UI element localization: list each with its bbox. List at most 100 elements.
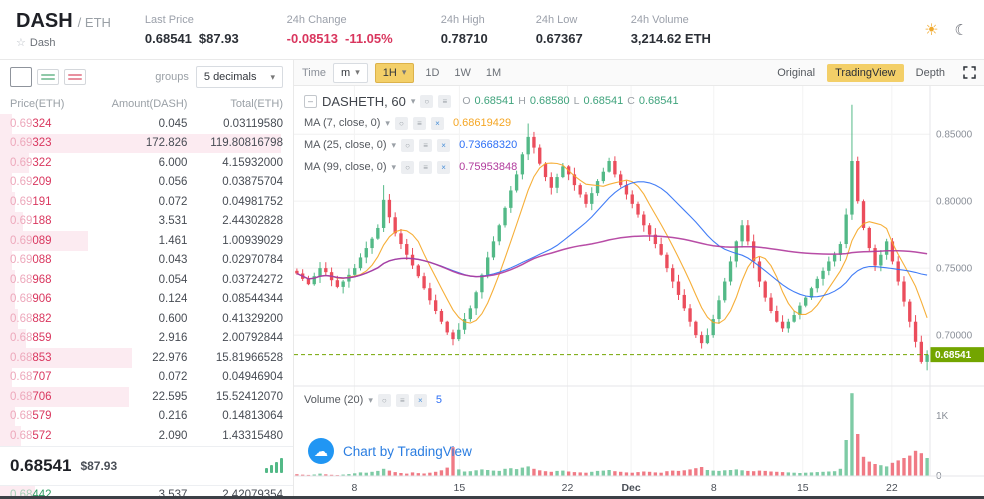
orderbook-ask-row[interactable]: 0.68572 2.090 1.43315480 bbox=[0, 426, 293, 446]
orderbook-ask-row[interactable]: 0.69322 6.000 4.15932000 bbox=[0, 153, 293, 173]
fullscreen-icon[interactable] bbox=[963, 66, 976, 79]
pair-quote: / ETH bbox=[77, 15, 111, 30]
eye-icon[interactable]: ○ bbox=[377, 393, 391, 407]
eye-icon[interactable]: ○ bbox=[401, 160, 415, 174]
orderbook-ask-row[interactable]: 0.69209 0.056 0.03875704 bbox=[0, 172, 293, 192]
orderbook-ask-row[interactable]: 0.68707 0.072 0.04946904 bbox=[0, 367, 293, 387]
depth-bar bbox=[0, 172, 12, 192]
orderbook-ask-row[interactable]: 0.68853 22.976 15.81966528 bbox=[0, 348, 293, 368]
eye-icon[interactable]: ○ bbox=[401, 138, 415, 152]
total-cell: 0.04981752 bbox=[222, 195, 283, 208]
eye-icon[interactable]: ○ bbox=[420, 94, 434, 108]
depth-bar bbox=[0, 348, 132, 368]
orderbook-ask-row[interactable]: 0.69188 3.531 2.44302828 bbox=[0, 211, 293, 231]
amount-cell: 0.124 bbox=[158, 293, 188, 306]
settings-icon[interactable]: ≡ bbox=[412, 116, 426, 130]
close-icon[interactable]: × bbox=[413, 393, 427, 407]
window-bottom-edge bbox=[0, 496, 984, 499]
total-cell: 4.15932000 bbox=[222, 156, 283, 169]
orderbook-view-asks-icon[interactable] bbox=[64, 69, 86, 85]
orderbook-column-headers: Price(ETH) Amount(DASH) Total(ETH) bbox=[10, 98, 283, 110]
total-cell: 1.43315480 bbox=[222, 429, 283, 442]
hour-interval-select[interactable]: 1H ▾ bbox=[374, 62, 415, 83]
depth-bar bbox=[0, 114, 12, 134]
decimals-select[interactable]: 5 decimals ▾ bbox=[195, 66, 283, 88]
orderbook-ask-row[interactable]: 0.68906 0.124 0.08544344 bbox=[0, 289, 293, 309]
chart-toolbar: Time m ▾ 1H ▾ 1D 1W 1M Original TradingV… bbox=[294, 60, 984, 86]
price-cell: 0.68968 bbox=[10, 273, 52, 286]
close-icon[interactable]: × bbox=[437, 138, 451, 152]
depth-bar bbox=[0, 406, 15, 426]
orderbook-ask-row[interactable]: 0.69088 0.043 0.02970784 bbox=[0, 250, 293, 270]
pair-block: DASH / ETH ☆ Dash bbox=[16, 10, 111, 49]
amount-cell: 0.600 bbox=[158, 312, 188, 325]
orderbook-ask-row[interactable]: 0.69089 1.461 1.00939029 bbox=[0, 231, 293, 251]
orderbook-ask-row[interactable]: 0.68706 22.595 15.52412070 bbox=[0, 387, 293, 407]
close-icon[interactable]: × bbox=[430, 116, 444, 130]
price-cell: 0.68853 bbox=[10, 351, 52, 364]
depth-chart-button[interactable]: Depth bbox=[908, 64, 953, 82]
price-cell: 0.68707 bbox=[10, 371, 52, 384]
favorite-icon[interactable]: ☆ bbox=[16, 37, 26, 49]
svg-text:Dec: Dec bbox=[621, 482, 640, 494]
amount-cell: 0.043 bbox=[158, 254, 188, 267]
dark-theme-icon[interactable]: ☾ bbox=[954, 21, 968, 39]
amount-cell: 0.216 bbox=[158, 410, 188, 423]
svg-text:22: 22 bbox=[562, 482, 574, 494]
eye-icon[interactable]: ○ bbox=[394, 116, 408, 130]
interval-1w-button[interactable]: 1W bbox=[450, 65, 475, 81]
total-cell: 2.42079354 bbox=[222, 489, 283, 499]
depth-bar bbox=[0, 426, 21, 446]
collapse-icon[interactable]: – bbox=[304, 94, 317, 108]
orderbook-ask-row[interactable]: 0.68968 0.054 0.03724272 bbox=[0, 270, 293, 290]
settings-icon[interactable]: ≡ bbox=[419, 160, 433, 174]
svg-text:0.70000: 0.70000 bbox=[936, 331, 973, 342]
original-chart-button[interactable]: Original bbox=[769, 64, 823, 82]
price-cell: 0.69088 bbox=[10, 254, 52, 267]
candlestick-chart[interactable]: 0.685410.850000.800000.750000.700001K081… bbox=[294, 86, 984, 499]
price-cell: 0.68882 bbox=[10, 312, 52, 325]
orderbook-ask-row[interactable]: 0.68882 0.600 0.41329200 bbox=[0, 309, 293, 329]
price-cell: 0.69191 bbox=[10, 195, 52, 208]
orderbook-ask-row[interactable]: 0.68859 2.916 2.00792844 bbox=[0, 328, 293, 348]
pair-name: Dash bbox=[29, 36, 56, 49]
amount-cell: 2.090 bbox=[158, 429, 188, 442]
orderbook-ask-row[interactable]: 0.69324 0.045 0.03119580 bbox=[0, 114, 293, 134]
orderbook-view-bids-icon[interactable] bbox=[37, 69, 59, 85]
interval-1d-button[interactable]: 1D bbox=[421, 65, 443, 81]
depth-bar bbox=[0, 153, 30, 173]
pair-base: DASH bbox=[16, 10, 73, 32]
settings-icon[interactable]: ≡ bbox=[438, 94, 452, 108]
price-cell: 0.68906 bbox=[10, 293, 52, 306]
orderbook-ask-row[interactable]: 0.68579 0.216 0.14813064 bbox=[0, 406, 293, 426]
total-cell: 2.00792844 bbox=[222, 332, 283, 345]
light-theme-icon[interactable]: ☀ bbox=[924, 21, 939, 39]
tradingview-chart-button[interactable]: TradingView bbox=[827, 63, 904, 82]
svg-text:0.68541: 0.68541 bbox=[935, 350, 972, 361]
close-icon[interactable]: × bbox=[437, 160, 451, 174]
minute-interval-select[interactable]: m ▾ bbox=[333, 62, 368, 83]
depth-bar bbox=[0, 387, 129, 407]
main: groups 5 decimals ▾ Price(ETH) Amount(DA… bbox=[0, 60, 984, 499]
orderbook-ask-row[interactable]: 0.69323 172.826 119.80816798 bbox=[0, 133, 293, 153]
total-cell: 1.00939029 bbox=[222, 234, 283, 247]
settings-icon[interactable]: ≡ bbox=[419, 138, 433, 152]
depth-bar bbox=[0, 309, 18, 329]
depth-bar bbox=[0, 231, 88, 251]
orderbook-bid-row[interactable]: 0.68442 3.537 2.42079354 bbox=[0, 485, 293, 499]
amount-cell: 0.056 bbox=[158, 176, 188, 189]
orderbook-view-both-icon[interactable] bbox=[10, 67, 32, 87]
price-cell: 0.69323 bbox=[10, 137, 52, 150]
interval-1m-button[interactable]: 1M bbox=[482, 65, 505, 81]
amount-cell: 0.072 bbox=[158, 371, 188, 384]
orderbook-ask-row[interactable]: 0.69191 0.072 0.04981752 bbox=[0, 192, 293, 212]
chevron-down-icon: ▾ bbox=[355, 67, 360, 77]
price-cell: 0.68572 bbox=[10, 429, 52, 442]
amount-cell: 1.461 bbox=[158, 234, 188, 247]
settings-icon[interactable]: ≡ bbox=[395, 393, 409, 407]
depth-bar bbox=[0, 367, 12, 387]
amount-cell: 3.537 bbox=[158, 489, 188, 499]
stat-24h-high: 24h High 0.78710 bbox=[440, 13, 488, 46]
total-cell: 0.03119580 bbox=[223, 117, 283, 130]
